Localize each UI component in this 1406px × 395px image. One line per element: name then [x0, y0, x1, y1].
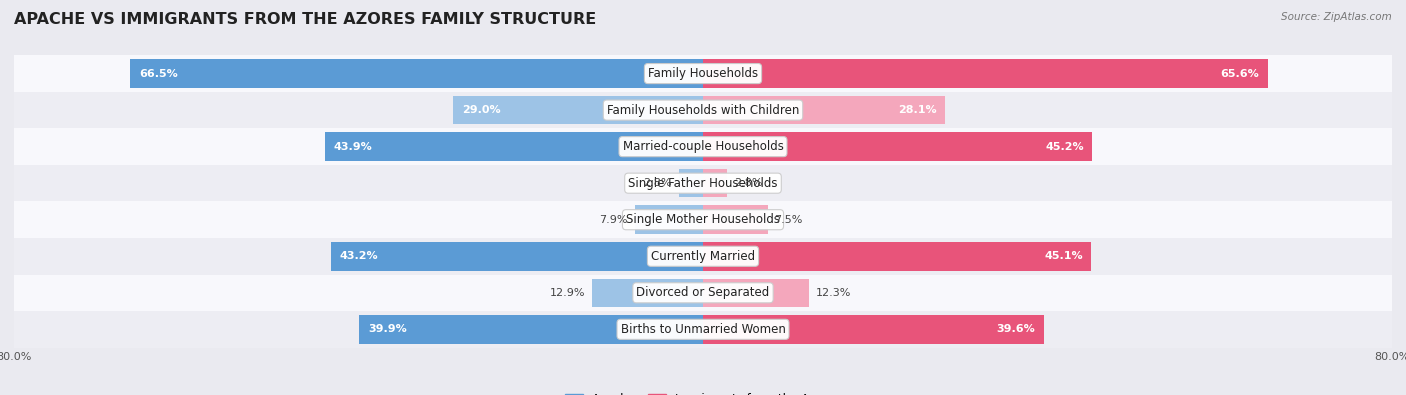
Bar [592, 278, 703, 307]
Legend: Apache, Immigrants from the Azores: Apache, Immigrants from the Azores [565, 393, 841, 395]
Text: 12.3%: 12.3% [815, 288, 851, 298]
Bar [14, 311, 1392, 348]
Text: 7.5%: 7.5% [775, 215, 803, 225]
Text: 29.0%: 29.0% [461, 105, 501, 115]
Text: 28.1%: 28.1% [898, 105, 936, 115]
Text: 43.9%: 43.9% [333, 142, 373, 152]
Bar [14, 165, 1392, 201]
Bar [636, 205, 703, 234]
Bar [14, 201, 1392, 238]
Bar [703, 59, 1268, 88]
Text: Divorced or Separated: Divorced or Separated [637, 286, 769, 299]
Bar [325, 132, 703, 161]
Text: Source: ZipAtlas.com: Source: ZipAtlas.com [1281, 12, 1392, 22]
Bar [679, 169, 703, 198]
Text: 2.8%: 2.8% [644, 178, 672, 188]
Bar [703, 96, 945, 124]
Text: Single Father Households: Single Father Households [628, 177, 778, 190]
Bar [360, 315, 703, 344]
Text: 65.6%: 65.6% [1220, 69, 1260, 79]
Text: Currently Married: Currently Married [651, 250, 755, 263]
Text: 39.9%: 39.9% [368, 324, 406, 334]
Bar [703, 242, 1091, 271]
Bar [131, 59, 703, 88]
Text: Family Households: Family Households [648, 67, 758, 80]
Text: 7.9%: 7.9% [599, 215, 628, 225]
Text: Births to Unmarried Women: Births to Unmarried Women [620, 323, 786, 336]
Bar [14, 275, 1392, 311]
Text: Married-couple Households: Married-couple Households [623, 140, 783, 153]
Text: Single Mother Households: Single Mother Households [626, 213, 780, 226]
Bar [453, 96, 703, 124]
Bar [703, 205, 768, 234]
Bar [14, 238, 1392, 275]
Text: Family Households with Children: Family Households with Children [607, 103, 799, 117]
Bar [703, 278, 808, 307]
Text: 2.8%: 2.8% [734, 178, 762, 188]
Bar [703, 132, 1092, 161]
Text: 45.1%: 45.1% [1045, 251, 1083, 261]
Bar [703, 169, 727, 198]
Bar [703, 315, 1045, 344]
Bar [14, 92, 1392, 128]
Text: 39.6%: 39.6% [997, 324, 1035, 334]
Bar [330, 242, 703, 271]
Text: 66.5%: 66.5% [139, 69, 177, 79]
Text: 12.9%: 12.9% [550, 288, 585, 298]
Text: APACHE VS IMMIGRANTS FROM THE AZORES FAMILY STRUCTURE: APACHE VS IMMIGRANTS FROM THE AZORES FAM… [14, 12, 596, 27]
Bar [14, 128, 1392, 165]
Text: 45.2%: 45.2% [1045, 142, 1084, 152]
Bar [14, 55, 1392, 92]
Text: 43.2%: 43.2% [340, 251, 378, 261]
